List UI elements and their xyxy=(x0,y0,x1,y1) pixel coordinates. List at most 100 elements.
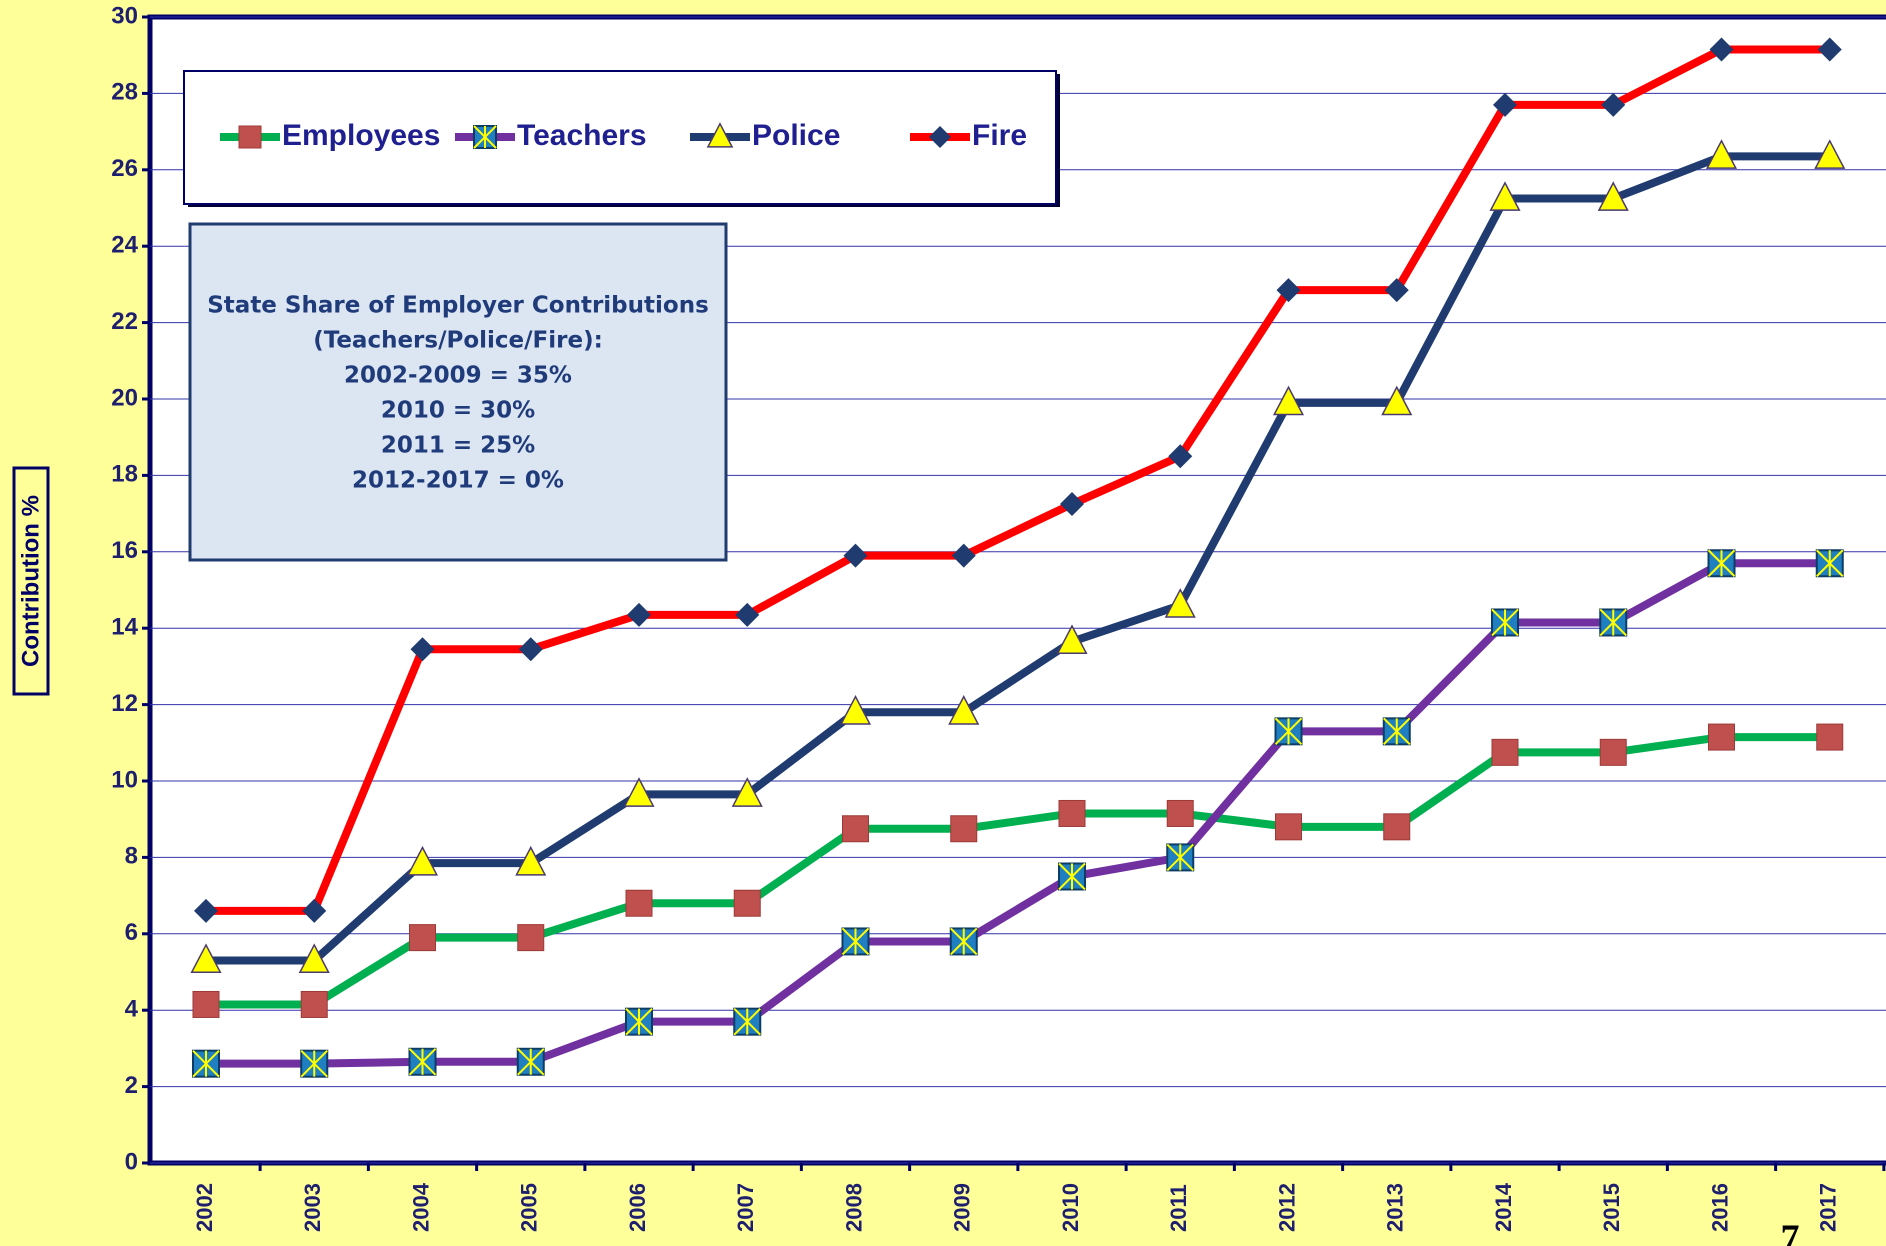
marker-triangle xyxy=(948,695,980,725)
y-tick-label: 14 xyxy=(111,614,138,641)
y-tick-label: 22 xyxy=(111,308,138,335)
marker-triangle xyxy=(190,943,222,973)
marker xyxy=(1814,139,1846,169)
y-axis-label: Contribution % xyxy=(17,495,44,667)
marker xyxy=(951,543,976,568)
legend-marker xyxy=(238,125,262,149)
marker xyxy=(1275,813,1302,841)
marker-square xyxy=(409,924,436,952)
marker xyxy=(731,777,763,807)
marker xyxy=(841,927,870,956)
marker-diamond xyxy=(735,602,760,627)
marker xyxy=(190,943,222,973)
marker-cross xyxy=(1491,608,1519,637)
marker-cross xyxy=(1058,862,1086,891)
series-line xyxy=(206,45,1830,915)
marker-square xyxy=(1816,723,1844,751)
x-tick-label: 2016 xyxy=(1707,1183,1732,1232)
marker-cross xyxy=(473,125,497,149)
marker xyxy=(1599,738,1627,766)
marker xyxy=(408,1047,437,1076)
y-tick-label: 2 xyxy=(125,1072,138,1099)
x-tick-label: 2014 xyxy=(1491,1182,1516,1232)
marker-diamond xyxy=(410,637,435,662)
annotation-line: 2012-2017 = 0% xyxy=(352,468,564,494)
marker-diamond xyxy=(929,126,951,148)
marker-cross xyxy=(1274,717,1303,746)
y-tick-label: 12 xyxy=(111,690,138,717)
legend-label: Employees xyxy=(282,119,440,152)
marker-triangle xyxy=(1272,385,1305,416)
marker xyxy=(949,927,978,956)
marker-cross xyxy=(300,1049,328,1078)
marker-square xyxy=(1491,738,1519,766)
marker xyxy=(1166,843,1195,872)
marker xyxy=(1060,492,1084,517)
x-tick-label: 2007 xyxy=(733,1183,758,1232)
marker-diamond xyxy=(1817,37,1842,62)
marker xyxy=(192,990,220,1018)
marker xyxy=(302,898,327,923)
x-tick-label: 2013 xyxy=(1383,1183,1408,1232)
marker-cross xyxy=(517,1048,545,1076)
marker-cross xyxy=(1816,549,1844,577)
marker-triangle xyxy=(1705,139,1738,169)
y-tick-label: 28 xyxy=(111,79,138,106)
marker xyxy=(192,1049,220,1078)
marker-triangle xyxy=(731,777,763,807)
marker-square xyxy=(192,990,220,1018)
marker-square xyxy=(238,125,262,149)
marker xyxy=(515,845,547,876)
annotation-line: 2002-2009 = 35% xyxy=(344,363,572,389)
marker-diamond xyxy=(627,602,651,627)
legend-label: Teachers xyxy=(517,119,647,152)
marker xyxy=(1601,92,1626,117)
marker-square xyxy=(842,815,869,843)
marker-diamond xyxy=(1060,492,1084,517)
legend-marker xyxy=(473,125,497,149)
marker xyxy=(839,695,872,725)
marker xyxy=(1491,608,1519,637)
marker-square xyxy=(300,990,328,1018)
marker-cross xyxy=(1383,717,1411,746)
y-tick-label: 6 xyxy=(125,919,138,946)
marker-square xyxy=(1599,738,1627,766)
marker-diamond xyxy=(194,898,218,923)
marker-cross xyxy=(1707,549,1736,577)
marker xyxy=(733,1007,762,1036)
marker-diamond xyxy=(1601,92,1626,117)
x-tick-label: 2005 xyxy=(517,1183,542,1232)
y-tick-label: 4 xyxy=(125,996,139,1023)
y-tick-label: 26 xyxy=(111,155,138,182)
legend-marker xyxy=(706,122,734,148)
marker xyxy=(298,943,330,973)
legend-label: Police xyxy=(752,119,840,152)
marker-triangle xyxy=(623,777,655,807)
y-tick-label: 20 xyxy=(111,384,138,411)
marker xyxy=(517,924,545,952)
marker-cross xyxy=(408,1048,437,1076)
marker xyxy=(406,845,439,876)
marker xyxy=(627,602,651,627)
marker xyxy=(1383,813,1411,841)
x-tick-label: 2004 xyxy=(408,1182,433,1232)
marker xyxy=(1491,738,1519,766)
marker xyxy=(1166,799,1194,827)
legend-marker xyxy=(929,126,951,148)
marker-diamond xyxy=(302,898,327,923)
marker-cross xyxy=(192,1049,220,1078)
marker xyxy=(194,898,218,923)
x-tick-label: 2003 xyxy=(300,1183,325,1232)
y-tick-label: 10 xyxy=(111,766,138,793)
marker-triangle xyxy=(1597,181,1629,211)
marker-triangle xyxy=(1381,385,1413,416)
marker-triangle xyxy=(1056,624,1088,655)
marker-diamond xyxy=(1276,278,1301,303)
marker xyxy=(1058,799,1086,827)
marker xyxy=(1707,549,1736,578)
marker-triangle xyxy=(298,943,330,973)
marker xyxy=(735,602,760,627)
annotation-line: State Share of Employer Contributions xyxy=(207,293,709,319)
series-line xyxy=(206,733,1830,1009)
